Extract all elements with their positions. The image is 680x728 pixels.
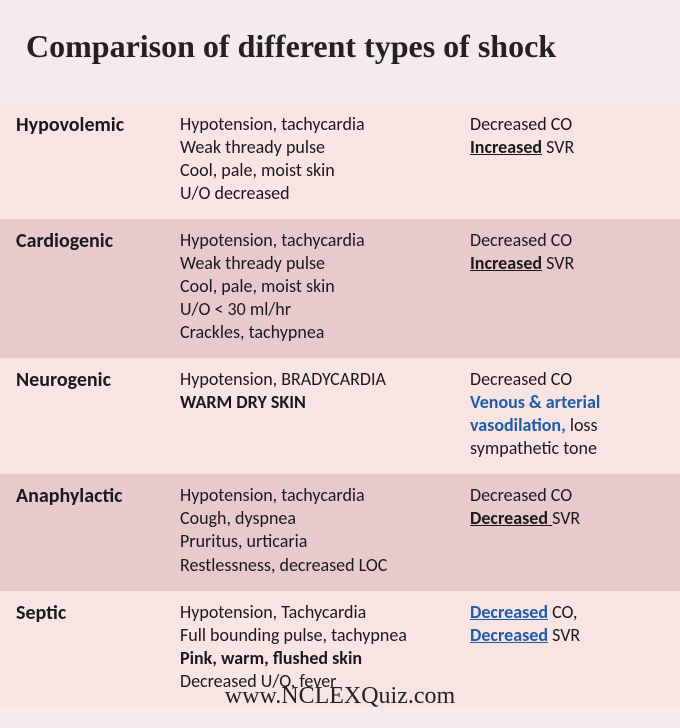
shock-hemodynamics: Decreased CODecreased SVR xyxy=(462,474,680,590)
footer-link[interactable]: www.NCLEXQuiz.com xyxy=(0,683,680,710)
page-title: Comparison of different types of shock xyxy=(0,0,680,65)
table-row: HypovolemicHypotension, tachycardiaWeak … xyxy=(0,103,680,219)
table-row: NeurogenicHypotension, BRADYCARDIAWARM D… xyxy=(0,358,680,474)
shock-table-body: HypovolemicHypotension, tachycardiaWeak … xyxy=(0,103,680,707)
shock-signs: Hypotension, tachycardiaWeak thready pul… xyxy=(172,219,462,358)
shock-type-name: Anaphylactic xyxy=(0,474,172,590)
shock-signs: Hypotension, tachycardiaCough, dyspneaPr… xyxy=(172,474,462,590)
shock-signs: Hypotension, tachycardiaWeak thready pul… xyxy=(172,103,462,219)
shock-type-name: Hypovolemic xyxy=(0,103,172,219)
shock-hemodynamics: Decreased COVenous & arterial vasodilati… xyxy=(462,358,680,474)
shock-type-name: Neurogenic xyxy=(0,358,172,474)
shock-signs: Hypotension, BRADYCARDIAWARM DRY SKIN xyxy=(172,358,462,474)
shock-table: HypovolemicHypotension, tachycardiaWeak … xyxy=(0,103,680,707)
shock-hemodynamics: Decreased COIncreased SVR xyxy=(462,103,680,219)
page: Comparison of different types of shock H… xyxy=(0,0,680,728)
shock-hemodynamics: Decreased COIncreased SVR xyxy=(462,219,680,358)
table-row: AnaphylacticHypotension, tachycardiaCoug… xyxy=(0,474,680,590)
shock-type-name: Cardiogenic xyxy=(0,219,172,358)
table-row: CardiogenicHypotension, tachycardiaWeak … xyxy=(0,219,680,358)
